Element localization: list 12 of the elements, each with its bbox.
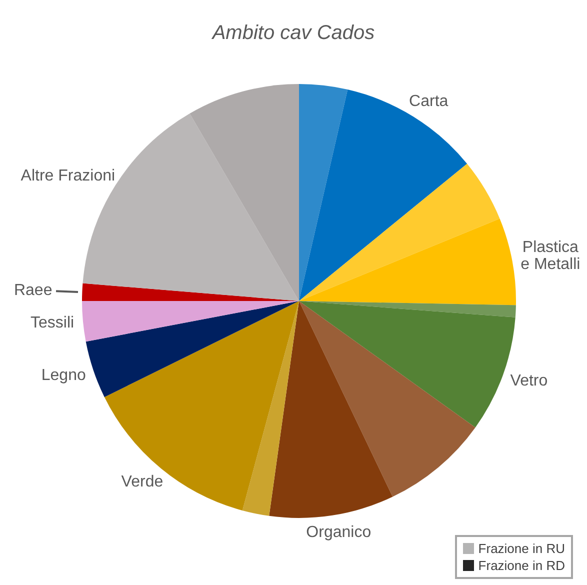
slice-label: Carta [409, 93, 448, 110]
slice-label: Tessili [30, 314, 74, 332]
chart-title: Ambito cav Cados [210, 22, 376, 45]
slice-label: Vetro [510, 372, 548, 390]
text: Frazione in RU [478, 540, 565, 557]
slice-label: Organico [306, 524, 372, 542]
slice-label: Verde [121, 474, 164, 491]
slice-label: Raee [14, 282, 52, 299]
slice-label: Plastica e Metalli [520, 239, 580, 274]
slice-label: Legno [41, 366, 86, 384]
slice-label: Altre Frazioni [20, 167, 116, 184]
text: Frazione in RD [478, 557, 565, 574]
